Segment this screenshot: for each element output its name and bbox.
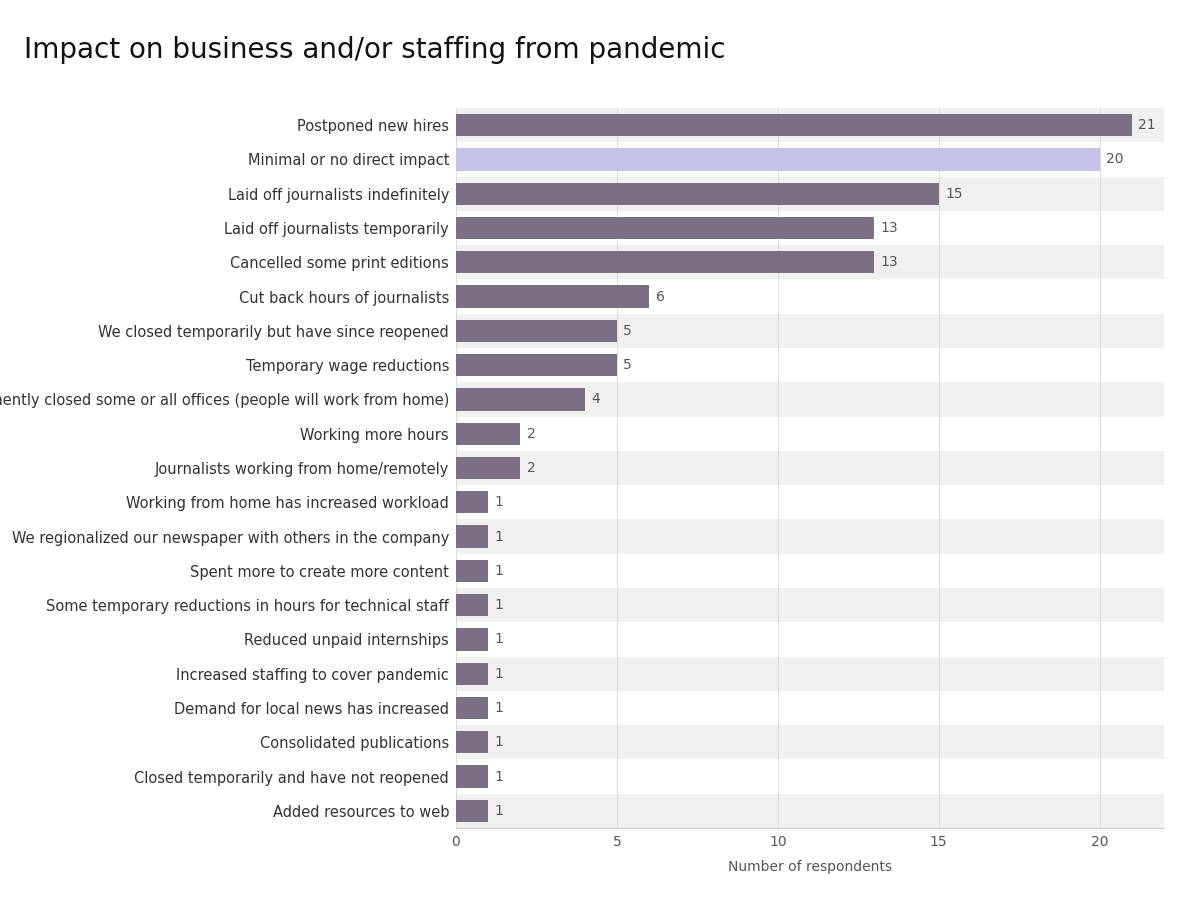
Bar [456,554,1164,588]
Text: 1: 1 [494,667,504,680]
Text: 15: 15 [946,186,962,201]
Bar [456,560,488,582]
Bar [456,382,1164,417]
Bar [456,725,1164,760]
Text: 6: 6 [655,290,665,303]
Bar [456,142,1164,176]
Bar [456,765,488,788]
Text: 2: 2 [527,427,535,441]
Bar [456,594,488,616]
Bar [456,423,521,445]
Text: Impact on business and/or staffing from pandemic: Impact on business and/or staffing from … [24,36,726,64]
Bar [456,388,584,410]
Bar [456,114,1132,136]
Bar [456,451,1164,485]
Text: 5: 5 [623,358,632,372]
Bar [456,279,1164,314]
Bar [456,760,1164,794]
Text: 1: 1 [494,701,504,715]
Bar [456,519,1164,554]
Text: 1: 1 [494,529,504,544]
Bar [456,691,1164,725]
Text: 13: 13 [881,256,899,269]
Text: 1: 1 [494,633,504,646]
Bar [456,628,488,651]
Bar [456,348,1164,382]
Text: 5: 5 [623,324,632,338]
Bar [456,217,875,239]
Bar [456,320,617,342]
Bar [456,800,488,822]
Bar [456,697,488,719]
Bar [456,211,1164,245]
Bar [456,354,617,376]
Bar [456,245,1164,279]
Bar [456,731,488,753]
Bar [456,285,649,308]
Text: 1: 1 [494,598,504,612]
Text: 1: 1 [494,495,504,509]
Bar [456,148,1099,171]
Bar [456,417,1164,451]
Text: 13: 13 [881,221,899,235]
Text: 1: 1 [494,564,504,578]
Text: 21: 21 [1139,118,1156,132]
Text: 4: 4 [592,392,600,407]
Bar [456,794,1164,828]
Bar [456,622,1164,657]
X-axis label: Number of respondents: Number of respondents [728,860,892,874]
Bar [456,657,1164,691]
Bar [456,176,1164,211]
Bar [456,526,488,548]
Bar [456,662,488,685]
Text: 1: 1 [494,770,504,784]
Bar [456,108,1164,142]
Text: 1: 1 [494,804,504,818]
Bar [456,183,938,205]
Bar [456,485,1164,519]
Bar [456,588,1164,622]
Text: 1: 1 [494,735,504,750]
Text: 2: 2 [527,461,535,475]
Text: 20: 20 [1106,152,1123,166]
Bar [456,251,875,274]
Bar [456,491,488,513]
Bar [456,457,521,479]
Bar [456,314,1164,348]
